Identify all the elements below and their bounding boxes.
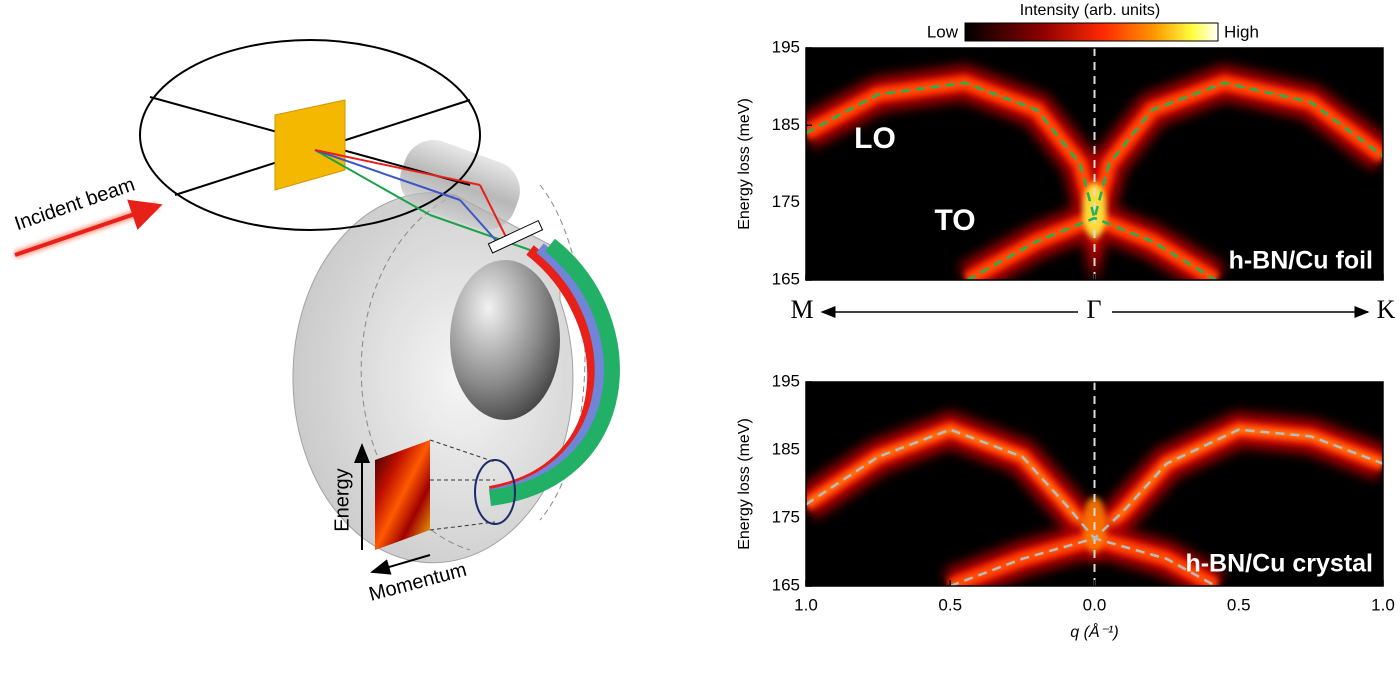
heatmap [806,382,1383,586]
x-tick-label: 0.5 [1227,595,1251,614]
direction-label: K [1377,295,1396,324]
direction-axis: M Γ K [790,295,1395,324]
y-tick-label: 165 [772,575,800,594]
colorbar: Intensity (arb. units) Low High [927,2,1259,42]
direction-label: Γ [1086,295,1101,324]
x-tick-label: 0.0 [1083,595,1107,614]
colorbar-high: High [1224,22,1259,41]
heatmap [806,48,1383,280]
dispersion-line [966,216,1217,280]
y-tick-label: 175 [772,192,800,211]
x-tick-label: 1.0 [794,595,818,614]
colorbar-scale [964,22,1219,42]
series-label: LO [854,122,896,155]
y-tick-label: 195 [772,371,800,390]
diagram-label: Momentum [367,559,469,606]
annotation: h-BN/Cu crystal [1185,550,1373,578]
diagram-label: Incident beam [12,173,138,235]
colorbar-low: Low [927,22,959,41]
schematic: Incident beam Energy Momentum [12,39,620,606]
x-tick-label: 1.0 [1371,595,1395,614]
colorbar-title: Intensity (arb. units) [1020,2,1161,19]
y-tick-label: 165 [772,269,800,288]
dispersion-line [949,537,1217,586]
y-axis-label: Energy loss (meV) [736,98,753,230]
annotation: h-BN/Cu foil [1229,247,1373,275]
x-axis-label: q (Å⁻¹) [1070,622,1118,641]
dispersion-line [806,81,1383,223]
direction-label: M [790,295,813,324]
series-label: TO [934,204,975,237]
y-tick-label: 185 [772,115,800,134]
y-tick-label: 175 [772,507,800,526]
y-tick-label: 185 [772,439,800,458]
diagram-label: Energy [331,468,353,531]
y-tick-label: 195 [772,37,800,56]
y-axis-label: Energy loss (meV) [736,418,753,550]
x-tick-label: 0.5 [938,595,962,614]
